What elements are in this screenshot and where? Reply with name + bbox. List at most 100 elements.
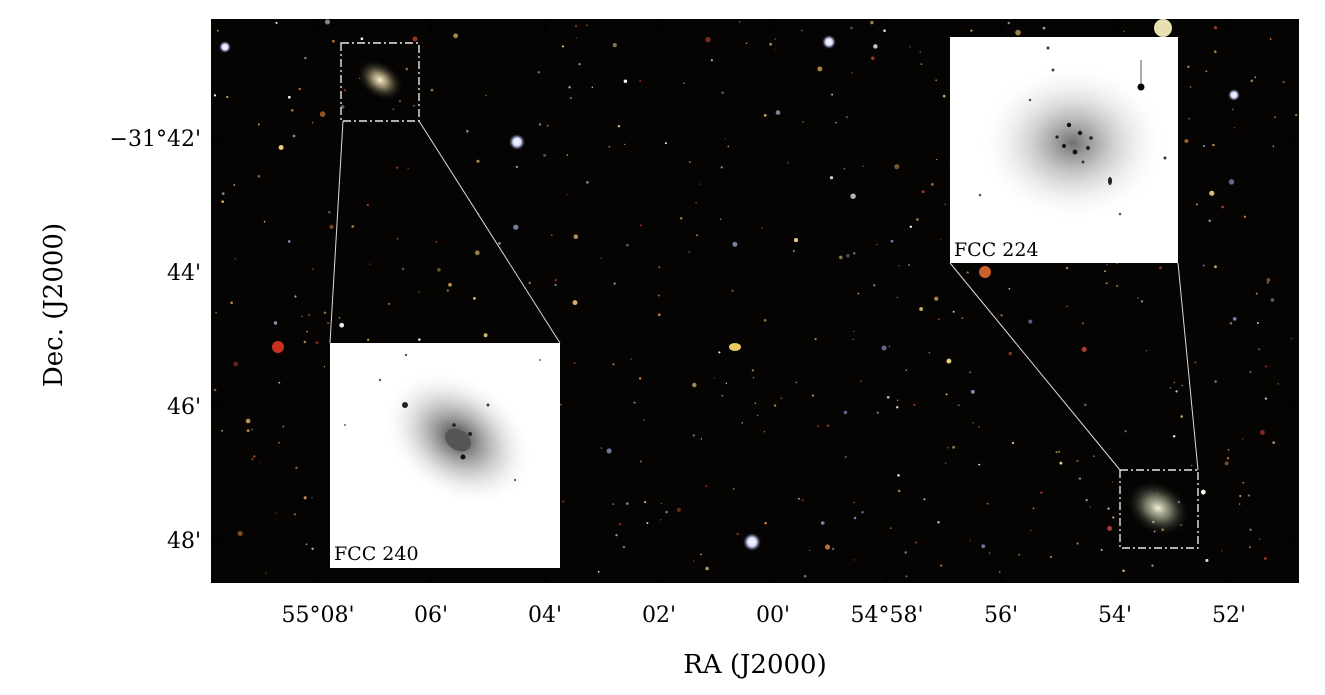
star — [528, 281, 531, 285]
star — [853, 516, 857, 520]
star — [1231, 108, 1234, 111]
star — [1190, 86, 1192, 88]
star — [820, 521, 825, 525]
star — [1250, 79, 1254, 83]
star — [919, 51, 922, 54]
star — [1032, 507, 1035, 510]
star — [824, 544, 831, 550]
star — [1040, 491, 1043, 494]
star — [811, 394, 814, 397]
star — [801, 29, 803, 32]
star — [561, 45, 565, 48]
star — [705, 36, 711, 43]
star — [1272, 145, 1275, 148]
star — [1124, 430, 1127, 433]
star — [1145, 349, 1148, 352]
star — [1030, 529, 1032, 532]
star — [234, 258, 237, 260]
star — [741, 422, 743, 424]
star — [844, 455, 847, 459]
inset-fcc-224: FCC 224 — [950, 37, 1178, 263]
star — [1107, 525, 1113, 531]
star — [683, 82, 685, 84]
star — [802, 121, 804, 123]
star — [554, 284, 557, 286]
star — [774, 38, 776, 40]
star — [797, 497, 800, 500]
star — [793, 238, 799, 243]
star — [1274, 116, 1276, 119]
star — [257, 123, 260, 126]
star — [853, 501, 855, 504]
star — [413, 104, 415, 107]
star — [1000, 314, 1003, 317]
star — [921, 190, 925, 194]
star — [412, 36, 418, 42]
star — [327, 322, 330, 325]
star — [942, 94, 946, 98]
star — [928, 352, 930, 354]
star — [1205, 558, 1209, 562]
star — [265, 572, 267, 574]
star — [719, 218, 722, 220]
x-tick-label: 00' — [756, 603, 790, 628]
star — [1214, 380, 1217, 383]
star — [952, 310, 955, 313]
star — [896, 406, 899, 409]
star — [1209, 190, 1215, 196]
star — [909, 225, 912, 228]
star — [290, 108, 294, 112]
star — [736, 532, 739, 536]
star — [890, 527, 892, 529]
star — [897, 474, 900, 477]
star — [826, 424, 830, 427]
star — [850, 71, 853, 74]
star — [301, 315, 303, 318]
star — [1228, 179, 1235, 185]
star — [1243, 215, 1247, 218]
star — [897, 489, 901, 493]
star — [905, 575, 908, 578]
star — [215, 311, 218, 314]
star — [323, 311, 327, 315]
star — [233, 361, 239, 367]
star — [692, 434, 696, 437]
x-tick-label: 54' — [1098, 603, 1132, 628]
star — [904, 551, 907, 554]
star — [846, 253, 850, 258]
star — [696, 234, 698, 237]
star — [713, 377, 716, 379]
star — [695, 201, 697, 204]
star — [312, 268, 314, 271]
star — [608, 145, 611, 148]
star — [986, 502, 989, 505]
star — [1104, 270, 1106, 273]
star — [392, 108, 395, 111]
star — [615, 534, 618, 537]
star — [1081, 322, 1085, 325]
star — [1264, 397, 1268, 400]
star — [476, 159, 480, 163]
star — [305, 543, 308, 545]
star — [679, 217, 683, 220]
star — [396, 166, 399, 169]
star — [745, 42, 748, 44]
star — [665, 510, 668, 514]
star — [574, 24, 578, 27]
star — [453, 33, 458, 39]
star — [1208, 219, 1211, 222]
star — [881, 345, 887, 351]
star — [817, 66, 823, 72]
star — [693, 560, 695, 562]
star — [853, 330, 855, 333]
star — [978, 463, 981, 466]
star — [624, 143, 626, 146]
star — [319, 111, 326, 117]
star — [1173, 381, 1176, 384]
star — [292, 134, 296, 138]
star — [659, 519, 662, 521]
star — [646, 521, 649, 525]
star — [801, 499, 804, 502]
star — [226, 95, 229, 99]
star — [1205, 70, 1208, 73]
